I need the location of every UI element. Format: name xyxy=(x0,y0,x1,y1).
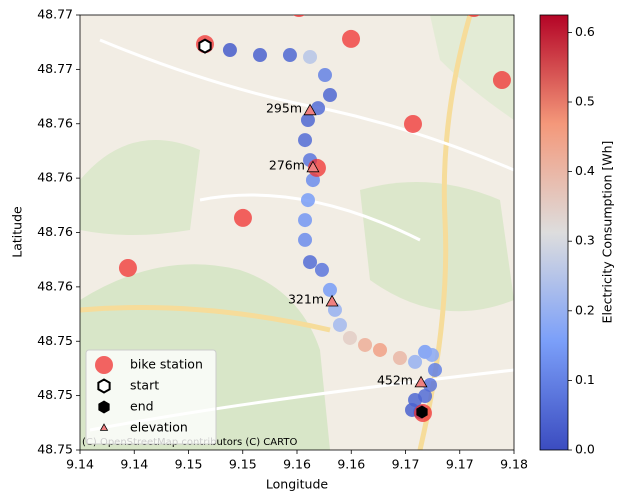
elevation-marker xyxy=(414,375,428,388)
elevation-label: 276m xyxy=(269,157,305,172)
colorbar-tick-label: 0.4 xyxy=(575,163,595,178)
route-point xyxy=(300,113,315,128)
bike-station xyxy=(342,29,361,48)
colorbar-tick-label: 0.6 xyxy=(575,24,595,39)
y-axis-label: Latitude xyxy=(10,206,25,258)
route-point xyxy=(303,49,318,64)
route-point xyxy=(373,342,388,357)
x-tick-label: 9.14 xyxy=(66,457,94,472)
legend-box xyxy=(85,349,217,445)
y-tick-label: 48.75 xyxy=(37,442,73,457)
x-tick-label: 9.14 xyxy=(120,457,148,472)
end-marker xyxy=(416,405,428,419)
x-tick-label: 9.15 xyxy=(175,457,203,472)
route-point xyxy=(253,48,268,63)
legend-label: elevation xyxy=(130,420,188,435)
colorbar xyxy=(539,14,569,451)
elevation-marker xyxy=(325,294,339,307)
route-point xyxy=(282,48,297,63)
route-point xyxy=(332,317,347,332)
bike-station xyxy=(293,15,305,18)
y-tick-label: 48.76 xyxy=(37,224,73,239)
route-point xyxy=(314,262,329,277)
route-point xyxy=(358,337,373,352)
route-point xyxy=(392,350,407,365)
x-tick-label: 9.17 xyxy=(446,457,474,472)
route-point xyxy=(342,330,357,345)
colorbar-tick-label: 0.5 xyxy=(575,94,595,109)
legend-label: start xyxy=(130,378,159,393)
x-tick-label: 9.17 xyxy=(392,457,420,472)
x-axis-label: Longitude xyxy=(266,477,328,492)
route-point xyxy=(322,282,337,297)
elevation-marker xyxy=(306,160,320,173)
bike-station xyxy=(118,258,137,277)
colorbar-tick-label: 0.2 xyxy=(575,302,595,317)
x-tick-label: 9.16 xyxy=(337,457,365,472)
colorbar-tick-label: 0.1 xyxy=(575,372,595,387)
plot-marks: 295m 276m 321m 452m xyxy=(118,15,511,423)
legend-label: end xyxy=(130,399,154,414)
route-point xyxy=(311,101,326,116)
elevation-marker xyxy=(99,423,109,431)
route-point xyxy=(322,88,337,103)
y-tick-label: 48.77 xyxy=(37,61,73,76)
route-point xyxy=(300,193,315,208)
start-marker xyxy=(97,378,111,394)
bike-station xyxy=(95,356,113,374)
start-marker xyxy=(198,38,212,54)
x-tick-label: 9.16 xyxy=(283,457,311,472)
bike-station xyxy=(233,208,252,227)
elevation-label: 321m xyxy=(288,292,324,307)
route-point xyxy=(424,347,439,362)
route-point xyxy=(303,255,318,270)
colorbar-tick-label: 0.3 xyxy=(575,233,595,248)
x-tick-label: 9.18 xyxy=(500,457,528,472)
route-point xyxy=(428,362,443,377)
route-point xyxy=(317,68,332,83)
end-marker xyxy=(98,400,110,414)
route-point xyxy=(327,302,342,317)
route-point xyxy=(423,377,438,392)
route-point xyxy=(298,232,313,247)
y-tick-label: 48.75 xyxy=(37,333,73,348)
route-point xyxy=(408,354,423,369)
bike-station xyxy=(403,114,422,133)
x-tick-label: 9.15 xyxy=(229,457,257,472)
y-tick-label: 48.77 xyxy=(37,7,73,22)
y-tick-label: 48.76 xyxy=(37,115,73,130)
elevation-label: 452m xyxy=(377,373,413,388)
y-tick-label: 48.76 xyxy=(37,278,73,293)
bike-station xyxy=(492,71,511,90)
route-point xyxy=(222,43,237,58)
y-tick-label: 48.75 xyxy=(37,387,73,402)
elevation-label: 295m xyxy=(266,100,302,115)
route-point xyxy=(298,213,313,228)
elevation-marker xyxy=(303,103,317,116)
y-tick-label: 48.76 xyxy=(37,170,73,185)
colorbar-tick-label: 0.0 xyxy=(575,442,595,457)
bike-station xyxy=(468,15,480,18)
legend-label: bike station xyxy=(130,357,203,372)
route-point xyxy=(298,133,313,148)
colorbar-label: Electricity Consumption [Wh] xyxy=(600,141,615,324)
